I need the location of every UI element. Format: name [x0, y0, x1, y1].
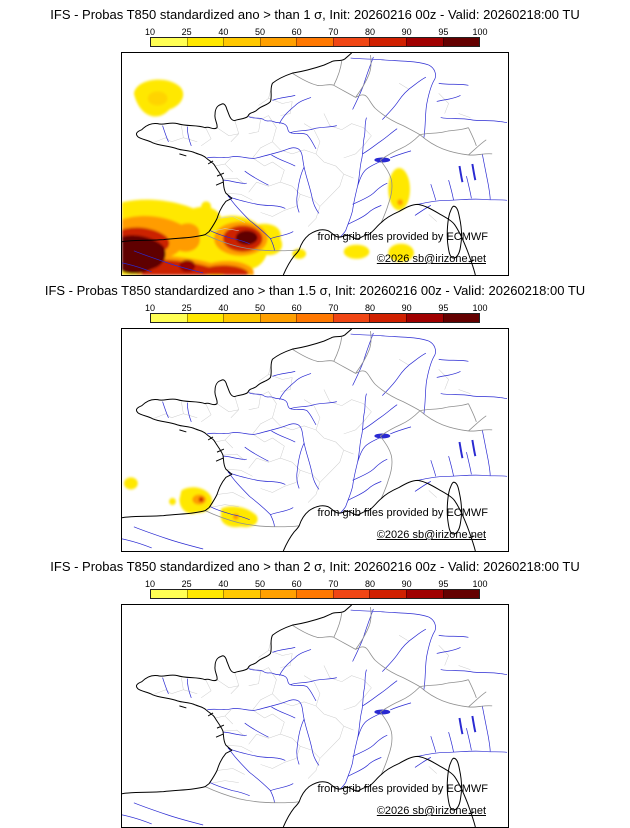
colorbar-tick: 80	[364, 27, 376, 37]
colorbar-tick: 95	[438, 303, 449, 313]
map-panel-2sigma: IFS - Probas T850 standardized ano > tha…	[0, 552, 630, 828]
colorbar-tick: 40	[218, 27, 229, 37]
map-panel-1sigma: IFS - Probas T850 standardized ano > tha…	[0, 0, 630, 276]
colorbar-segment	[442, 314, 480, 322]
colorbar-segment	[186, 314, 224, 322]
colorbar-tick: 25	[181, 303, 192, 313]
colorbar-tick: 25	[181, 579, 192, 589]
colorbar-segment	[442, 38, 480, 46]
probability-colorbar: 10 25 40 50 60 70 80 90 95 100	[145, 579, 488, 599]
colorbar-tick: 50	[254, 579, 266, 589]
colorbar-segment	[369, 38, 406, 46]
panel-title: IFS - Probas T850 standardized ano > tha…	[50, 7, 580, 22]
colorbar-tick: 70	[328, 27, 339, 37]
map-canvas: from grib files provided by ECMWF ©2026 …	[121, 52, 509, 276]
colorbar-tick: 40	[218, 579, 229, 589]
colorbar-segment	[151, 314, 187, 322]
colorbar-segment	[296, 314, 333, 322]
colorbar-segment	[332, 590, 370, 598]
copyright-link[interactable]: ©2026 sb@irizone.net	[376, 805, 486, 817]
colorbar-tick: 40	[218, 303, 229, 313]
colorbar-segment	[259, 590, 297, 598]
colorbar-tick: 80	[364, 579, 376, 589]
colorbar-segment	[296, 38, 333, 46]
colorbar-segment	[151, 590, 187, 598]
colorbar-segment	[405, 38, 443, 46]
anomaly-field	[124, 477, 258, 527]
colorbar-tick: 10	[144, 27, 156, 37]
colorbar-segment	[405, 314, 443, 322]
colorbar-tick: 80	[364, 303, 376, 313]
colorbar-gradient	[150, 313, 480, 323]
data-source-credit: from grib files provided by ECMWF	[317, 783, 488, 795]
colorbar-segment	[186, 590, 224, 598]
colorbar-tick: 60	[291, 579, 302, 589]
colorbar-tick: 10	[144, 303, 156, 313]
map-canvas: from grib files provided by ECMWF ©2026 …	[121, 604, 509, 828]
colorbar-tick: 90	[401, 27, 412, 37]
panel-title: IFS - Probas T850 standardized ano > tha…	[44, 283, 586, 298]
colorbar-tick: 50	[254, 27, 266, 37]
colorbar-segment	[259, 314, 297, 322]
colorbar-tick: 95	[438, 579, 449, 589]
colorbar-segment	[332, 38, 370, 46]
colorbar-tick-labels: 10 25 40 50 60 70 80 90 95 100	[145, 27, 488, 37]
colorbar-segment	[332, 314, 370, 322]
probability-colorbar: 10 25 40 50 60 70 80 90 95 100	[145, 303, 488, 323]
map-canvas: from grib files provided by ECMWF ©2026 …	[121, 328, 509, 552]
data-source-credit: from grib files provided by ECMWF	[317, 231, 488, 243]
colorbar-tick: 25	[181, 27, 192, 37]
colorbar-tick: 10	[144, 579, 156, 589]
probability-colorbar: 10 25 40 50 60 70 80 90 95 100	[145, 27, 488, 47]
colorbar-tick: 100	[472, 27, 488, 37]
colorbar-tick: 90	[401, 579, 412, 589]
colorbar-tick: 50	[254, 303, 266, 313]
map-panel-1p5sigma: IFS - Probas T850 standardized ano > tha…	[0, 276, 630, 552]
colorbar-tick-labels: 10 25 40 50 60 70 80 90 95 100	[145, 303, 488, 313]
panel-title: IFS - Probas T850 standardized ano > tha…	[50, 559, 580, 574]
colorbar-segment	[369, 590, 406, 598]
colorbar-segment	[296, 590, 333, 598]
colorbar-segment	[369, 314, 406, 322]
data-source-credit: from grib files provided by ECMWF	[317, 507, 488, 519]
colorbar-tick-labels: 10 25 40 50 60 70 80 90 95 100	[145, 579, 488, 589]
colorbar-tick: 95	[438, 27, 449, 37]
copyright-link[interactable]: ©2026 sb@irizone.net	[376, 253, 486, 265]
colorbar-gradient	[150, 589, 480, 599]
colorbar-segment	[442, 590, 480, 598]
copyright-link[interactable]: ©2026 sb@irizone.net	[376, 529, 486, 541]
colorbar-tick: 100	[472, 303, 488, 313]
colorbar-segment	[405, 590, 443, 598]
colorbar-gradient	[150, 37, 480, 47]
colorbar-tick: 70	[328, 303, 339, 313]
colorbar-tick: 70	[328, 579, 339, 589]
colorbar-segment	[223, 590, 260, 598]
colorbar-segment	[223, 38, 260, 46]
colorbar-tick: 60	[291, 303, 302, 313]
colorbar-segment	[259, 38, 297, 46]
colorbar-tick: 60	[291, 27, 302, 37]
colorbar-tick: 90	[401, 303, 412, 313]
anomaly-field	[122, 80, 414, 275]
colorbar-segment	[223, 314, 260, 322]
colorbar-segment	[186, 38, 224, 46]
colorbar-tick: 100	[472, 579, 488, 589]
colorbar-segment	[151, 38, 187, 46]
